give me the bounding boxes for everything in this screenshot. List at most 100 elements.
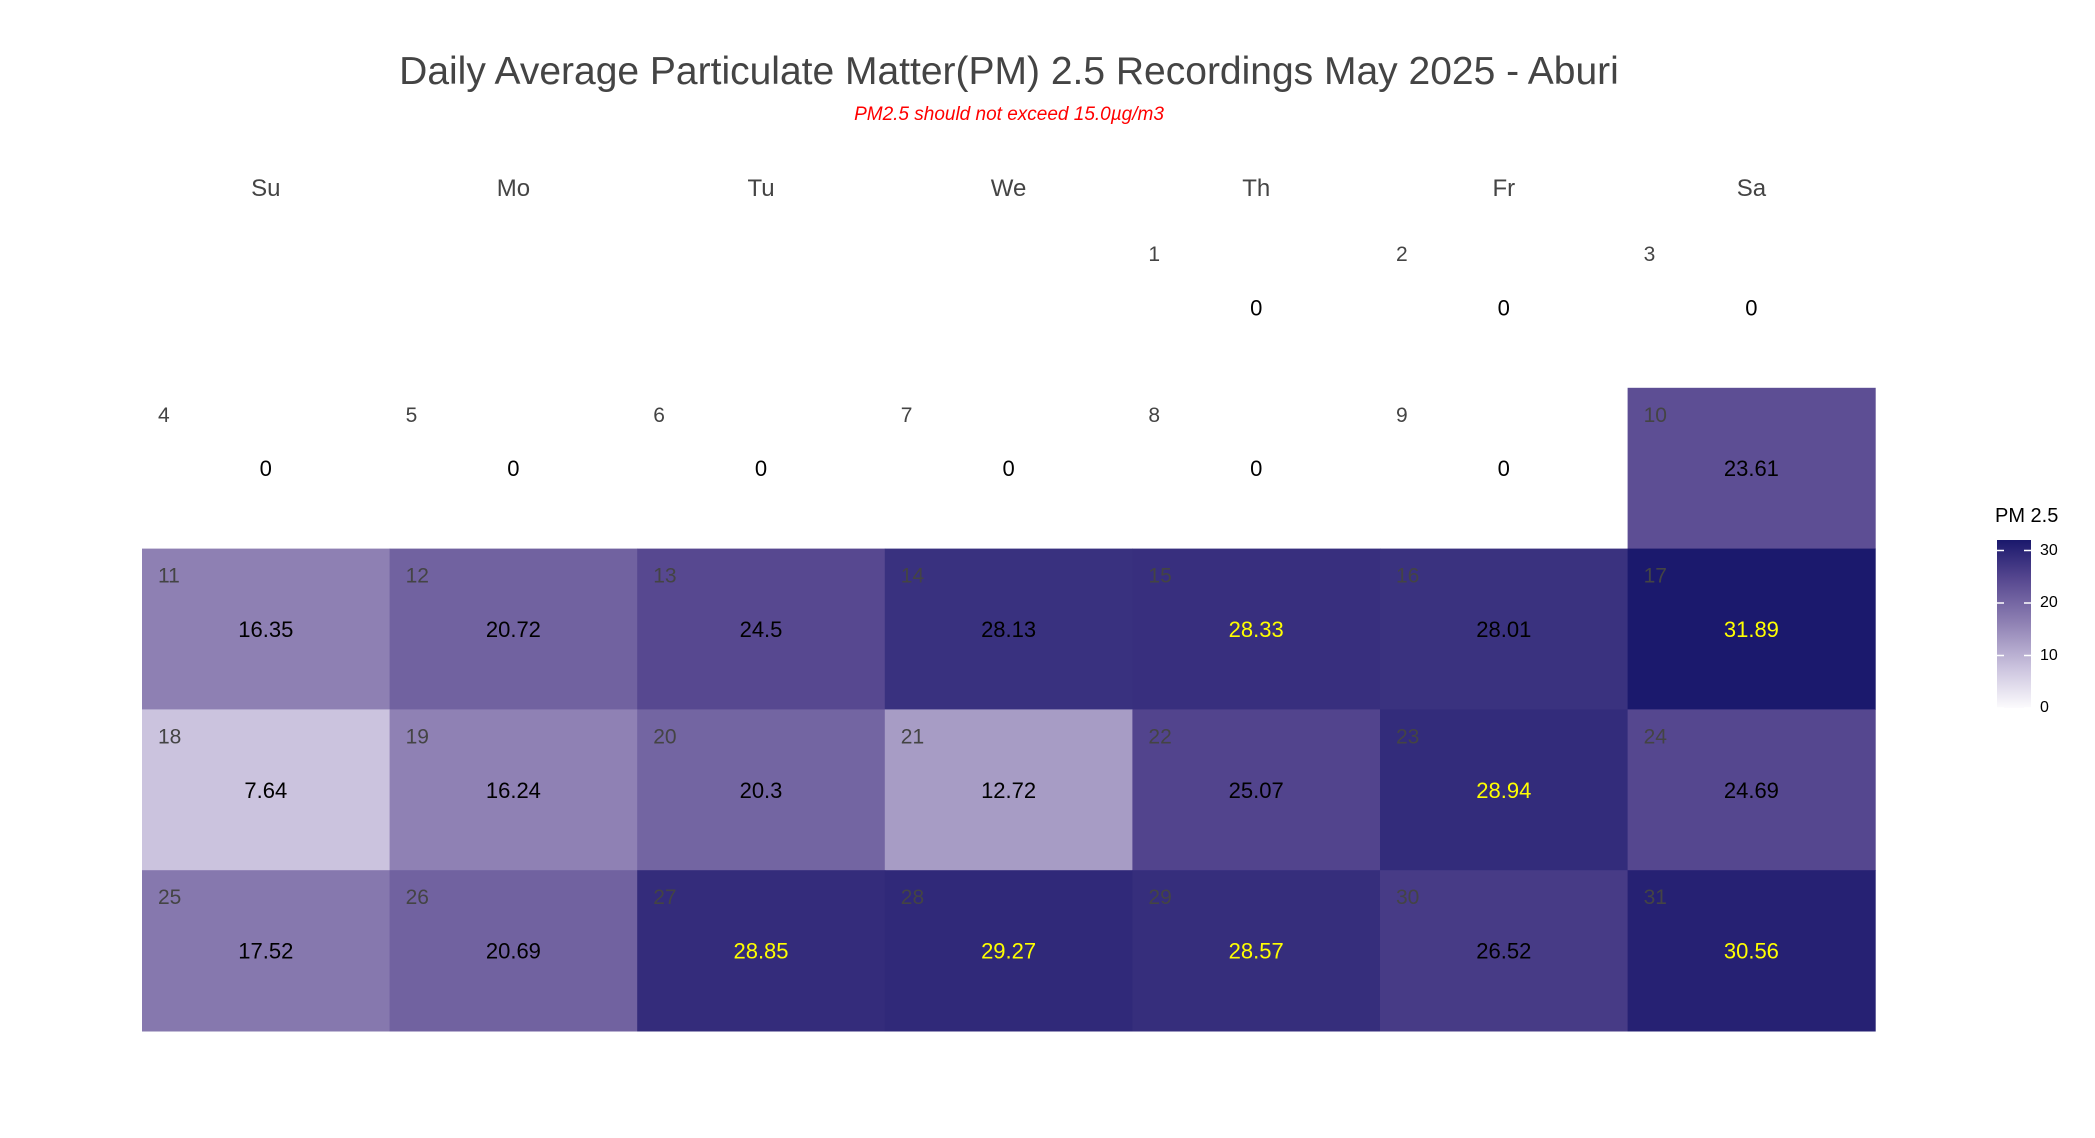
day-value-11: 16.35	[238, 617, 293, 642]
legend-tick-label: 30	[2040, 541, 2058, 559]
day-value-8: 0	[1250, 456, 1262, 481]
day-number-15: 15	[1148, 565, 1171, 588]
day-number-13: 13	[653, 565, 676, 588]
day-cell-30	[1380, 870, 1629, 1032]
day-cell-27	[637, 870, 886, 1032]
day-cell-29	[1132, 870, 1381, 1032]
day-number-29: 29	[1148, 886, 1171, 909]
day-number-1: 1	[1148, 243, 1160, 266]
day-cell-17	[1627, 548, 1876, 710]
day-cell-10	[1627, 387, 1876, 550]
day-cell-25	[142, 870, 391, 1032]
chart-subtitle: PM2.5 should not exceed 15.0µg/m3	[854, 104, 1164, 125]
day-number-18: 18	[158, 725, 181, 748]
day-value-15: 28.33	[1229, 617, 1284, 642]
day-value-28: 29.27	[981, 939, 1036, 964]
day-value-2: 0	[1498, 295, 1510, 320]
day-value-18: 7.64	[244, 778, 287, 803]
day-number-16: 16	[1396, 565, 1419, 588]
day-number-30: 30	[1396, 886, 1419, 909]
day-number-26: 26	[406, 886, 429, 909]
day-number-9: 9	[1396, 404, 1408, 427]
day-cell-24	[1627, 709, 1876, 871]
day-number-25: 25	[158, 886, 181, 909]
day-value-23: 28.94	[1476, 778, 1531, 803]
day-value-16: 28.01	[1476, 617, 1531, 642]
day-value-25: 17.52	[238, 939, 293, 964]
day-number-24: 24	[1644, 725, 1668, 748]
day-value-31: 30.56	[1724, 939, 1779, 964]
day-value-26: 20.69	[486, 939, 541, 964]
weekday-label-Th: Th	[1242, 175, 1270, 202]
day-value-9: 0	[1498, 456, 1510, 481]
day-value-7: 0	[1002, 456, 1014, 481]
day-value-17: 31.89	[1724, 617, 1779, 642]
legend-tick-label: 10	[2040, 646, 2058, 664]
day-cell-18	[142, 709, 391, 871]
day-number-10: 10	[1644, 404, 1667, 427]
day-number-17: 17	[1644, 565, 1667, 588]
day-cell-31	[1627, 870, 1876, 1032]
day-number-5: 5	[406, 404, 418, 427]
day-cell-14	[884, 548, 1133, 710]
day-cell-15	[1132, 548, 1381, 710]
day-value-29: 28.57	[1229, 939, 1284, 964]
day-value-13: 24.5	[740, 617, 783, 642]
legend-tick-label: 20	[2040, 594, 2058, 611]
day-value-21: 12.72	[981, 778, 1036, 803]
day-number-21: 21	[901, 725, 924, 748]
day-number-8: 8	[1148, 404, 1160, 427]
day-value-10: 23.61	[1724, 456, 1779, 481]
day-cell-4	[142, 387, 391, 550]
day-number-4: 4	[158, 404, 170, 427]
day-value-24: 24.69	[1724, 778, 1779, 803]
day-cell-7	[884, 387, 1133, 550]
weekday-label-Tu: Tu	[747, 175, 774, 202]
day-value-14: 28.13	[981, 617, 1036, 642]
day-cell-11	[142, 548, 391, 710]
day-number-2: 2	[1396, 243, 1408, 266]
day-value-4: 0	[260, 456, 272, 481]
day-cell-1	[1132, 227, 1381, 389]
day-cell-8	[1132, 387, 1381, 550]
day-number-23: 23	[1396, 725, 1419, 748]
legend-title: PM 2.5	[1995, 505, 2059, 527]
day-cell-9	[1380, 387, 1629, 550]
day-number-14: 14	[901, 565, 925, 588]
day-cell-5	[389, 387, 638, 550]
day-cell-6	[637, 387, 886, 550]
weekday-label-Fr: Fr	[1492, 175, 1515, 202]
day-number-28: 28	[901, 886, 924, 909]
day-value-30: 26.52	[1476, 939, 1531, 964]
weekday-label-Mo: Mo	[497, 175, 530, 202]
day-value-27: 28.85	[733, 939, 788, 964]
legend-colorbar	[1997, 540, 2031, 708]
day-cell-20	[637, 709, 886, 871]
day-cell-2	[1380, 227, 1629, 389]
day-number-7: 7	[901, 404, 913, 427]
day-value-3: 0	[1745, 295, 1757, 320]
day-cell-3	[1627, 227, 1876, 389]
chart-title: Daily Average Particulate Matter(PM) 2.5…	[399, 50, 1619, 93]
day-number-12: 12	[406, 565, 429, 588]
day-cell-19	[389, 709, 638, 871]
day-cell-28	[884, 870, 1133, 1032]
day-number-19: 19	[406, 725, 429, 748]
day-number-27: 27	[653, 886, 676, 909]
day-cell-22	[1132, 709, 1381, 871]
day-cell-12	[389, 548, 638, 710]
weekday-label-Su: Su	[251, 175, 280, 202]
legend-tick-label: 0	[2040, 699, 2049, 716]
day-value-5: 0	[507, 456, 519, 481]
weekday-label-We: We	[991, 175, 1027, 202]
day-number-20: 20	[653, 725, 676, 748]
day-value-6: 0	[755, 456, 767, 481]
weekday-label-Sa: Sa	[1737, 175, 1767, 202]
day-number-31: 31	[1644, 886, 1667, 909]
day-value-19: 16.24	[486, 778, 541, 803]
day-value-1: 0	[1250, 295, 1262, 320]
day-value-22: 25.07	[1229, 778, 1284, 803]
day-cell-16	[1380, 548, 1629, 710]
day-value-20: 20.3	[740, 778, 783, 803]
